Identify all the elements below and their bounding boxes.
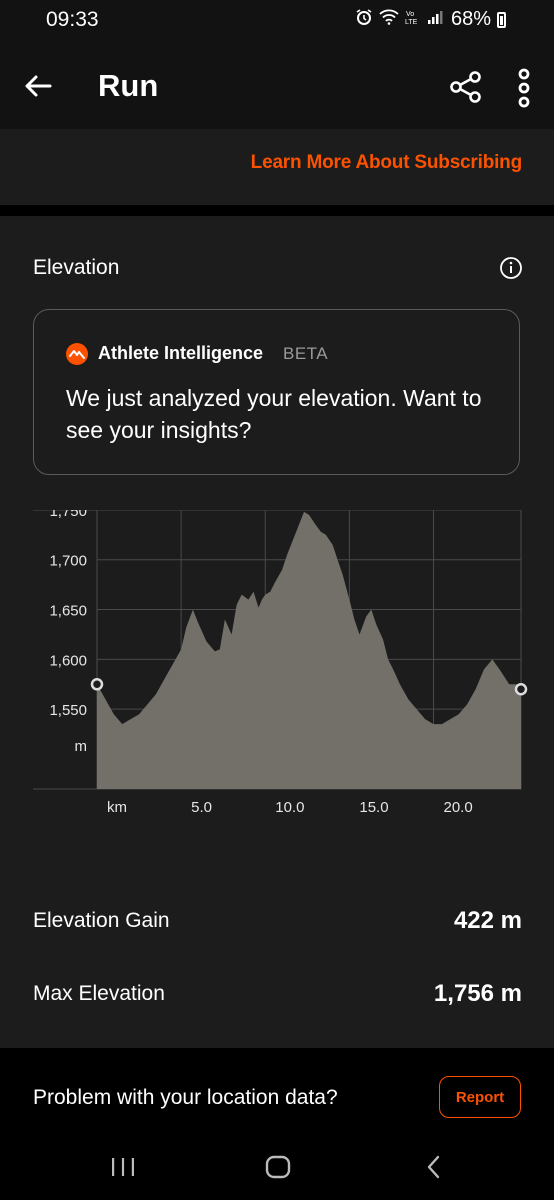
share-icon[interactable]: [448, 69, 484, 105]
stat-label: Elevation Gain: [33, 909, 170, 932]
y-tick-label: 1,550: [49, 702, 87, 719]
back-arrow-icon[interactable]: [22, 70, 54, 102]
elevation-card: Elevation Athlete Intelligence BETA We j…: [0, 216, 554, 1048]
battery-percent: 68%: [450, 8, 491, 30]
y-tick-label: 1,600: [49, 652, 87, 669]
subscribe-banner: Learn More About Subscribing: [0, 129, 554, 205]
stat-value: 1,756 m: [433, 980, 522, 1007]
stat-label: Max Elevation: [33, 982, 165, 1005]
report-button[interactable]: Report: [439, 1076, 521, 1118]
home-icon[interactable]: [258, 1152, 298, 1184]
app-bar: Run: [0, 44, 554, 129]
stat-elevation-gain: Elevation Gain 422 m: [33, 903, 522, 943]
stat-max-elevation: Max Elevation 1,756 m: [33, 976, 522, 1016]
y-tick-label: 1,700: [49, 553, 87, 570]
more-vertical-icon[interactable]: [512, 68, 536, 108]
insights-message: We just analyzed your elevation. Want to…: [66, 385, 482, 443]
athlete-intelligence-name: Athlete Intelligence: [98, 343, 264, 363]
alarm-icon: [355, 8, 373, 31]
status-time: 09:33: [46, 8, 99, 31]
athlete-intelligence-card[interactable]: Athlete Intelligence BETA We just analyz…: [33, 309, 520, 475]
battery-icon: [497, 11, 506, 28]
info-icon[interactable]: [499, 256, 523, 280]
end-marker: [514, 683, 528, 696]
volte-icon: Vo LTE: [405, 8, 421, 31]
back-icon[interactable]: [414, 1152, 454, 1184]
status-bar: 09:33 Vo LTE 68%: [0, 0, 554, 44]
wifi-icon: [379, 9, 399, 30]
start-marker: [90, 678, 104, 691]
location-problem-bar: Problem with your location data? Report: [0, 1048, 554, 1148]
x-tick-label: 5.0: [191, 799, 212, 816]
page-title: Run: [98, 68, 159, 103]
y-tick-label: 1,650: [49, 603, 87, 620]
stat-value: 422 m: [453, 907, 522, 934]
signal-icon: [427, 9, 443, 30]
elevation-area: [97, 511, 521, 789]
beta-badge: BETA: [283, 344, 329, 363]
athlete-intelligence-logo-icon: [66, 343, 88, 365]
x-tick-label: 20.0: [444, 799, 473, 816]
svg-text:Vo: Vo: [406, 11, 414, 18]
elevation-chart: 1,550 1,600 1,650 1,700 1,750 m km 5.0 10.0 15.0 2…: [33, 510, 528, 816]
y-axis-unit-label: m: [75, 738, 88, 755]
x-tick-label: 15.0: [359, 799, 388, 816]
location-problem-text: Problem with your location data?: [33, 1086, 338, 1109]
status-icons: Vo LTE 68%: [355, 8, 506, 31]
x-axis-unit-label: km: [107, 799, 127, 816]
x-tick-label: 10.0: [275, 799, 304, 816]
recent-apps-icon[interactable]: [103, 1152, 143, 1184]
svg-text:LTE: LTE: [405, 19, 418, 26]
learn-more-subscribing-link[interactable]: Learn More About Subscribing: [250, 152, 523, 173]
elevation-title: Elevation: [33, 256, 120, 279]
y-tick-label: 1,750: [49, 510, 87, 520]
system-nav-bar: [0, 1140, 554, 1200]
